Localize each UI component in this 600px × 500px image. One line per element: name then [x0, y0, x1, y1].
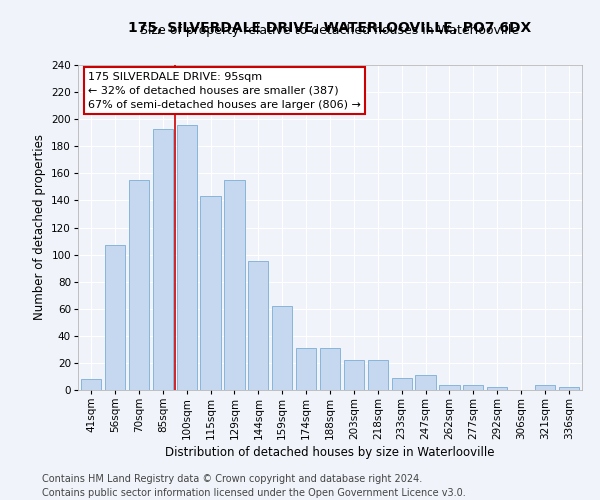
Bar	[129, 180, 149, 390]
Bar	[535, 384, 555, 390]
Bar	[272, 306, 292, 390]
Bar	[559, 388, 579, 390]
X-axis label: Distribution of detached houses by size in Waterlooville: Distribution of detached houses by size …	[165, 446, 495, 459]
Title: Size of property relative to detached houses in Waterlooville: Size of property relative to detached ho…	[140, 24, 520, 38]
Bar	[152, 128, 173, 390]
Bar	[392, 378, 412, 390]
Bar	[415, 375, 436, 390]
Bar	[200, 196, 221, 390]
Bar	[248, 262, 268, 390]
Bar	[81, 379, 101, 390]
Bar	[368, 360, 388, 390]
Bar	[320, 348, 340, 390]
Bar	[439, 384, 460, 390]
Bar	[176, 124, 197, 390]
Bar	[344, 360, 364, 390]
Text: 175, SILVERDALE DRIVE, WATERLOOVILLE, PO7 6DX: 175, SILVERDALE DRIVE, WATERLOOVILLE, PO…	[128, 20, 532, 34]
Bar	[105, 245, 125, 390]
Text: 175 SILVERDALE DRIVE: 95sqm
← 32% of detached houses are smaller (387)
67% of se: 175 SILVERDALE DRIVE: 95sqm ← 32% of det…	[88, 72, 361, 110]
Y-axis label: Number of detached properties: Number of detached properties	[33, 134, 46, 320]
Bar	[224, 180, 245, 390]
Text: Contains HM Land Registry data © Crown copyright and database right 2024.
Contai: Contains HM Land Registry data © Crown c…	[42, 474, 466, 498]
Bar	[463, 384, 484, 390]
Bar	[296, 348, 316, 390]
Bar	[487, 388, 508, 390]
